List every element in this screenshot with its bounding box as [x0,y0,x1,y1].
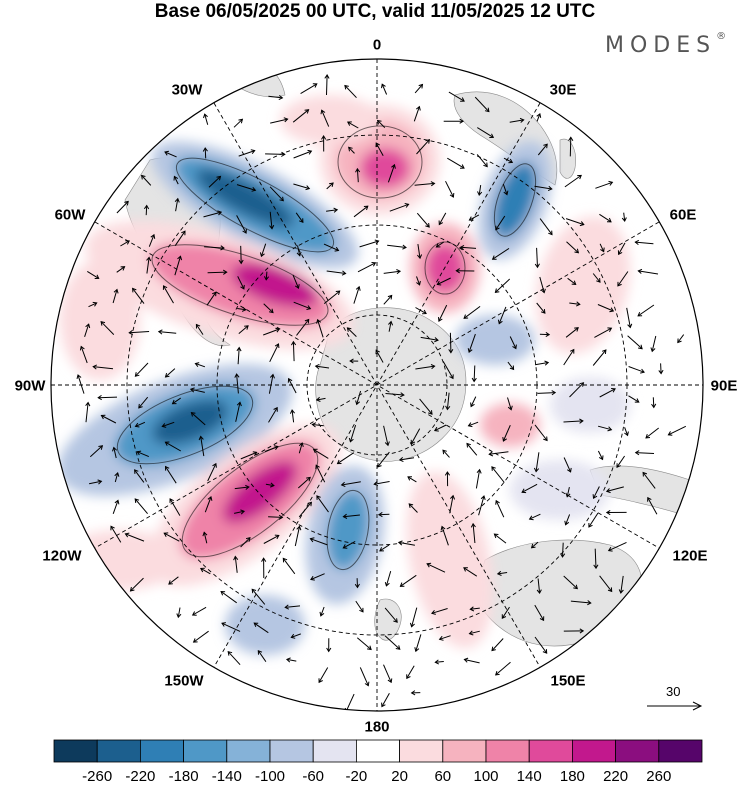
colorbar-tick-label: 60 [434,768,451,785]
lon-label-150e: 150E [550,673,585,690]
colorbar-tick-label: -180 [169,768,199,785]
lon-label-90w: 90W [15,378,46,395]
lon-label-0: 0 [373,37,381,54]
colorbar-tick-label: 220 [603,768,628,785]
colorbar-tick-label: -260 [82,768,112,785]
vector-scale-label: 30 [666,684,680,699]
lon-label-90e: 90E [711,378,738,395]
colorbar-tick-label: -140 [212,768,242,785]
colorbar-tick-label: 20 [391,768,408,785]
lon-label-60w: 60W [55,207,86,224]
lon-label-30w: 30W [172,82,203,99]
lon-label-180: 180 [364,719,389,736]
lon-label-30e: 30E [550,82,577,99]
colorbar-tick-label: -100 [255,768,285,785]
colorbar-tick-label: -20 [346,768,368,785]
lon-label-60e: 60E [670,207,697,224]
colorbar-tick-label: 100 [473,768,498,785]
colorbar-tick-label: -60 [302,768,324,785]
colorbar-tick-label: -220 [125,768,155,785]
colorbar-tick-label: 140 [517,768,542,785]
lon-label-120w: 120W [42,548,81,565]
lon-label-120e: 120E [672,548,707,565]
lon-label-150w: 150W [164,673,203,690]
colorbar-tick-label: 260 [646,768,671,785]
reference-vector [647,702,701,710]
colorbar-tick-label: 180 [560,768,585,785]
